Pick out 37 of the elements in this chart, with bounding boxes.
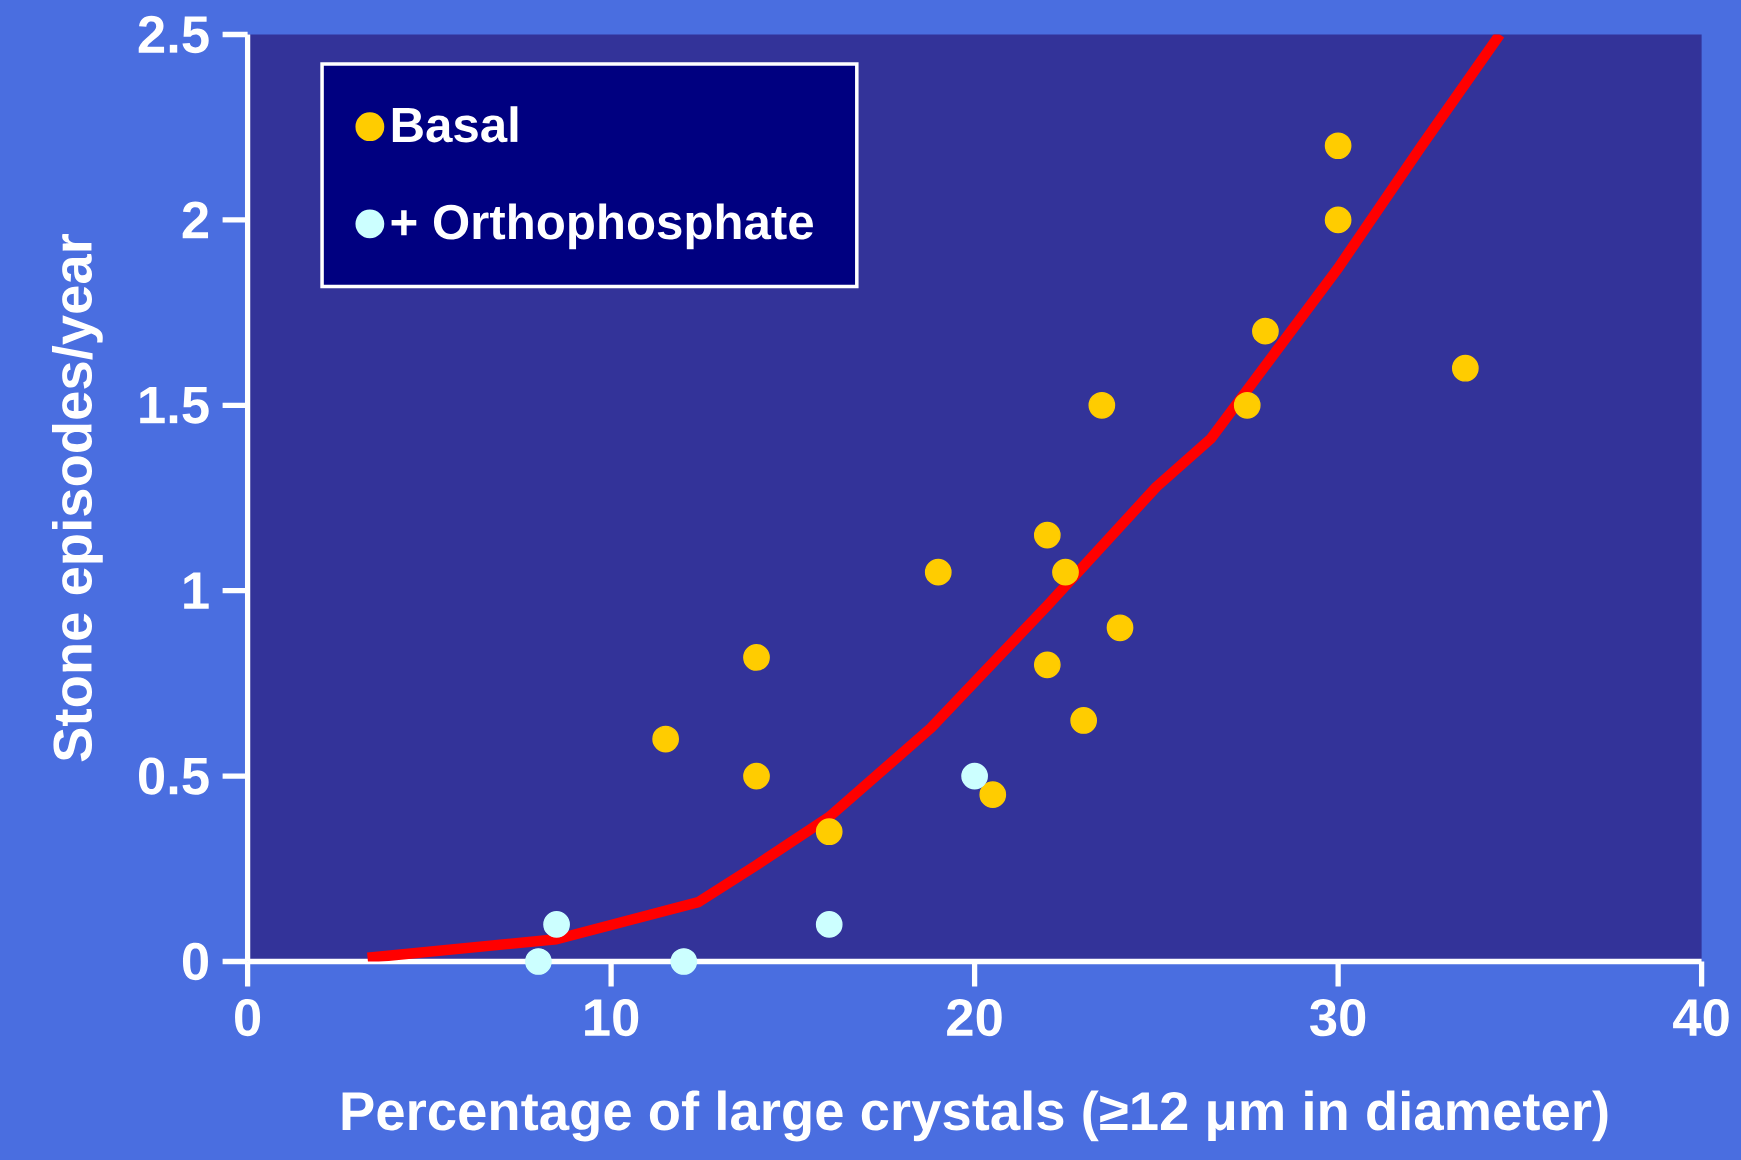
y-tick-label: 1 [184, 572, 209, 609]
y-axis-title: Stone episodes/year [52, 233, 103, 762]
point [1106, 614, 1134, 642]
point [1451, 354, 1479, 382]
point [543, 911, 570, 938]
point [815, 818, 843, 846]
point [1033, 521, 1061, 549]
point [961, 762, 988, 790]
legend-label: + Orthophosphate [391, 203, 813, 250]
point [652, 725, 679, 753]
point [1070, 707, 1098, 734]
point [670, 948, 698, 975]
x-tick-label: 0 [235, 998, 261, 1037]
y-tick-label: 1.5 [140, 386, 209, 424]
point [743, 644, 770, 671]
point [1324, 206, 1352, 234]
point [1252, 317, 1279, 345]
x-tick-label: 40 [1673, 998, 1729, 1037]
legend-label: Basal [392, 106, 518, 143]
y-tick-label: 2 [182, 201, 209, 239]
point [1052, 558, 1079, 586]
x-tick-label: 30 [1310, 998, 1366, 1037]
point [1324, 132, 1352, 160]
x-tick-label: 20 [947, 998, 1002, 1037]
point [1033, 651, 1061, 679]
x-axis-title: Percentage of large crystals (≥12 μm in diameter) [342, 1090, 1608, 1142]
y-tick-label: 2.5 [138, 15, 209, 54]
point [1233, 391, 1261, 419]
point [979, 781, 1007, 808]
point [743, 762, 770, 790]
y-tick-label: 0 [182, 942, 208, 981]
point [924, 558, 952, 586]
y-tick-label: 0.5 [138, 757, 209, 795]
x-tick-label: 10 [585, 998, 639, 1037]
point [815, 911, 843, 938]
point [525, 948, 552, 975]
point [1088, 391, 1116, 419]
